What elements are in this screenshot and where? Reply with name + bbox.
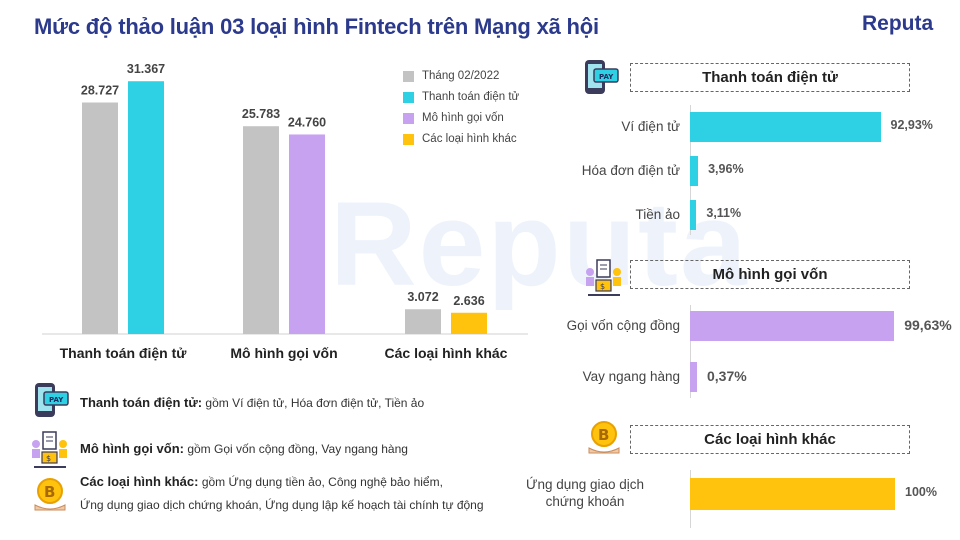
data-label: 25.783 (242, 107, 280, 121)
note-text: gồm Gọi vốn cộng đồng, Vay ngang hàng (187, 442, 408, 456)
note-text: gồm Ví điện tử, Hóa đơn điện tử, Tiền ảo (205, 396, 425, 410)
bar-prev-2 (405, 309, 441, 334)
bar-current-1 (289, 134, 325, 334)
legend-label: Mô hình gọi vốn (422, 112, 504, 124)
legend-label: Các loại hình khác (422, 133, 517, 145)
hbar-category-label: Gọi vốn cộng đồng (566, 318, 680, 333)
hbar-value-label: 3,11% (706, 206, 742, 220)
legend-label: Thanh toán điện tử (422, 91, 520, 103)
bar-prev-1 (243, 126, 279, 334)
legend-item-1: Tháng 02/2022 (403, 68, 499, 84)
data-label: 24.760 (288, 115, 326, 129)
hbar-value-label: 99,63% (904, 317, 952, 333)
bar-current-0 (128, 81, 164, 335)
note-head: Mô hình gọi vốn: (80, 441, 184, 456)
note-funding: Mô hình gọi vốn: gồm Gọi vốn cộng đồng, … (80, 441, 408, 456)
x-tick-label: Mô hình gọi vốn (230, 345, 337, 361)
hbar-category-label: Vay ngang hàng (582, 369, 680, 384)
hbar-1-2 (690, 200, 697, 230)
hbar-2-1 (690, 362, 697, 392)
note-payment: Thanh toán điện tử: gồm Ví điện tử, Hóa … (80, 395, 424, 410)
hbar-category-label: Tiền ảo (635, 207, 680, 222)
legend-item-4: Các loại hình khác (403, 131, 517, 147)
note-text: gồm Ứng dụng tiền ảo, Công nghệ bảo hiểm… (201, 475, 443, 489)
bar-axis-line (690, 305, 691, 398)
svg-text:PAY: PAY (49, 396, 64, 404)
pay-phone-icon: PAY (585, 60, 619, 94)
svg-text:B: B (44, 483, 55, 501)
page-title: Mức độ thảo luận 03 loại hình Fintech tr… (34, 14, 599, 39)
hbar-category-label: Ví điện tử (621, 119, 680, 134)
legend-item-3: Mô hình gọi vốn (403, 110, 504, 126)
bitcoin-hand-icon: B (588, 421, 620, 454)
section-title-funding: Mô hình gọi vốn (630, 260, 910, 289)
legend-swatch-cyan (403, 91, 414, 103)
note-head: Các loại hình khác: (80, 474, 199, 489)
crowdfunding-icon: $ (586, 259, 621, 296)
hbar-1-0 (690, 112, 881, 142)
x-tick-label: Các loại hình khác (385, 345, 508, 361)
hbar-1-1 (690, 156, 699, 186)
legend-swatch-purple (403, 112, 414, 124)
note-other: Các loại hình khác: gồm Ứng dụng tiền ảo… (80, 474, 443, 489)
bar-prev-0 (82, 102, 118, 335)
hbar-value-label: 0,37% (707, 368, 747, 384)
brand-logo: Reputa (862, 12, 933, 36)
section-title-other: Các loại hình khác (630, 425, 910, 454)
hbar-category-label: Hóa đơn điện tử (581, 163, 680, 178)
x-tick-label: Thanh toán điện tử (60, 345, 188, 361)
data-label: 2.636 (453, 294, 484, 308)
svg-text:$: $ (46, 454, 51, 463)
legend-label: Tháng 02/2022 (422, 70, 500, 82)
hbar-category-label: Ứng dụng giao dịch chứng khoán (490, 476, 680, 510)
hbar-3-0 (690, 478, 895, 510)
hbar-category-label-line: chứng khoán (545, 494, 625, 509)
hbar-value-label: 100% (905, 485, 937, 499)
legend-item-2: Thanh toán điện tử (403, 89, 519, 105)
hbar-2-0 (690, 311, 895, 341)
data-label: 28.727 (81, 83, 119, 97)
crowdfunding-icon: $ (32, 431, 67, 468)
hbar-value-label: 92,93% (890, 118, 933, 132)
hbar-value-label: 3,96% (708, 162, 744, 176)
section-title-payment: Thanh toán điện tử (630, 63, 910, 92)
data-label: 31.367 (127, 62, 165, 76)
note-text: Ứng dụng giao dịch chứng khoán, Ứng dụng… (80, 498, 484, 512)
hbar-category-label-line: Ứng dụng giao dịch (525, 477, 645, 492)
pay-phone-icon: PAY (35, 383, 69, 417)
logo-text: Reputa (862, 12, 934, 35)
note-head: Thanh toán điện tử: (80, 395, 203, 410)
data-label: 3.072 (407, 290, 438, 304)
legend-swatch-gray (403, 70, 414, 82)
bar-current-2 (451, 312, 487, 334)
bitcoin-hand-icon: B (34, 478, 66, 511)
svg-text:$: $ (600, 282, 605, 291)
svg-text:PAY: PAY (599, 73, 614, 81)
note-other-line2: Ứng dụng giao dịch chứng khoán, Ứng dụng… (80, 498, 484, 512)
svg-text:B: B (598, 426, 609, 444)
legend-swatch-yellow (403, 133, 414, 145)
